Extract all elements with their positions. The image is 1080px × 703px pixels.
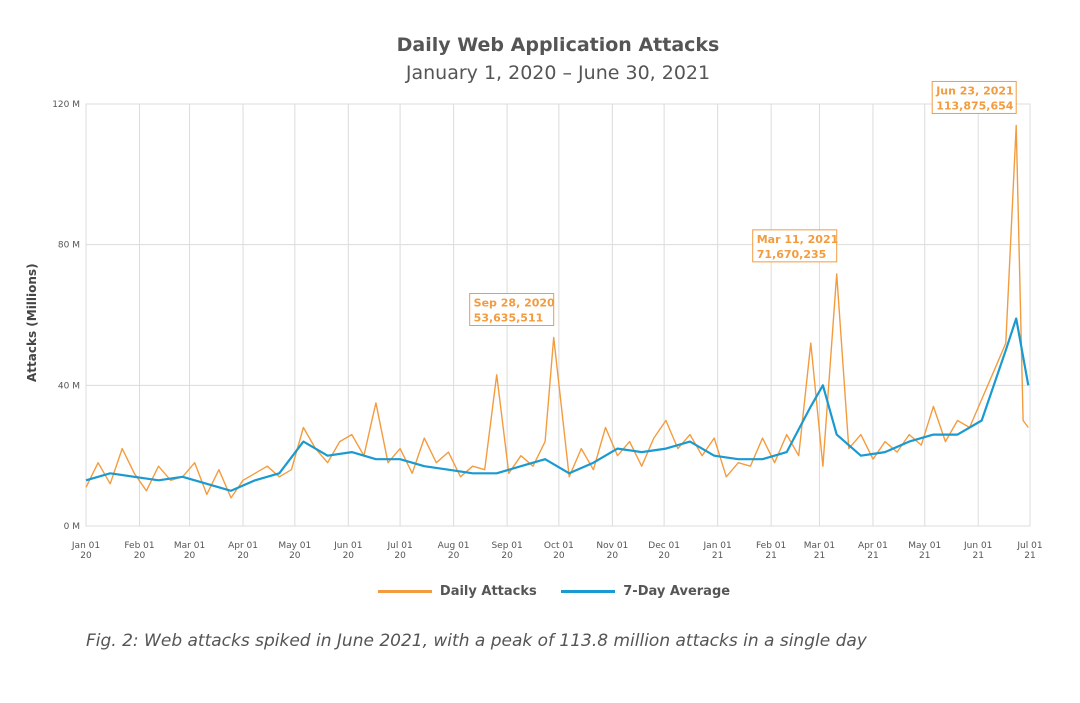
legend-item-average: 7-Day Average	[561, 584, 730, 599]
x-tick-label: May 01	[908, 541, 941, 551]
x-tick-label-year: 20	[80, 551, 92, 561]
seven-day-average-line	[85, 317, 1030, 492]
annotation-label: Jun 23, 2021	[935, 84, 1014, 97]
x-tick-label-year: 20	[607, 551, 619, 561]
x-tick-label: Jul 01	[387, 541, 413, 551]
x-tick-label: Mar 01	[804, 541, 835, 551]
legend-label-average: 7-Day Average	[623, 584, 731, 599]
x-tick-label: Apr 01	[858, 541, 888, 551]
x-tick-label-year: 20	[553, 551, 565, 561]
x-tick-label-year: 20	[289, 551, 301, 561]
y-tick-label: 40 M	[58, 381, 80, 391]
chart-title: Daily Web Application Attacks	[396, 34, 720, 56]
x-tick-label: Jun 01	[333, 541, 362, 551]
annotation-label: 53,635,511	[474, 312, 544, 325]
y-tick-label: 0 M	[64, 522, 80, 532]
x-tick-label-year: 21	[973, 551, 984, 561]
x-tick-label-year: 20	[501, 551, 513, 561]
x-tick-label: May 01	[278, 541, 311, 551]
x-tick-label: Jul 01	[1016, 541, 1042, 551]
x-tick-label: Aug 01	[438, 541, 470, 551]
x-tick-label-year: 20	[343, 551, 355, 561]
y-tick-label: 120 M	[52, 100, 80, 110]
x-tick-label-year: 20	[134, 551, 146, 561]
annotation-label: 71,670,235	[757, 248, 827, 261]
x-tick-label-year: 20	[184, 551, 196, 561]
x-tick-label: Dec 01	[648, 541, 680, 551]
x-tick-label-year: 20	[448, 551, 460, 561]
annotation-box	[752, 229, 838, 263]
chart-subtitle: January 1, 2020 – June 30, 2021	[405, 62, 711, 84]
x-tick-label-year: 21	[814, 551, 825, 561]
x-tick-label-year: 21	[712, 551, 723, 561]
x-tick-label-year: 21	[867, 551, 878, 561]
x-tick-label: Jan 01	[71, 541, 100, 551]
plot-frame	[85, 103, 1031, 527]
daily-attacks-line	[85, 124, 1029, 499]
x-tick-label-year: 21	[1024, 551, 1035, 561]
x-tick-label: Nov 01	[596, 541, 628, 551]
x-tick-label: Oct 01	[544, 541, 574, 551]
x-tick-label: Feb 01	[124, 541, 154, 551]
x-tick-label-year: 20	[658, 551, 670, 561]
x-tick-label-year: 21	[919, 551, 930, 561]
annotation-label: Sep 28, 2020	[474, 297, 555, 310]
figure-caption: Fig. 2: Web attacks spiked in June 2021,…	[86, 631, 867, 651]
x-tick-label-year: 21	[765, 551, 776, 561]
x-tick-label: Mar 01	[174, 541, 205, 551]
annotation-box	[469, 293, 555, 327]
y-tick-label: 80 M	[58, 241, 80, 251]
legend-label-daily: Daily Attacks	[439, 584, 537, 599]
annotation-label: 113,875,654	[936, 99, 1014, 112]
x-tick-label: Jan 01	[703, 541, 732, 551]
legend-swatch-average	[561, 590, 616, 593]
x-tick-label: Feb 01	[756, 541, 786, 551]
x-tick-label: Jun 01	[963, 541, 992, 551]
legend-swatch-daily	[377, 590, 432, 593]
x-tick-label: Apr 01	[228, 541, 258, 551]
x-tick-label: Sep 01	[491, 541, 522, 551]
annotation-box	[931, 80, 1017, 114]
legend: Daily Attacks 7-Day Average	[0, 584, 1080, 599]
x-tick-label-year: 20	[394, 551, 406, 561]
x-tick-label-year: 20	[237, 551, 249, 561]
annotation-label: Mar 11, 2021	[757, 233, 839, 246]
legend-item-daily: Daily Attacks	[377, 584, 537, 599]
